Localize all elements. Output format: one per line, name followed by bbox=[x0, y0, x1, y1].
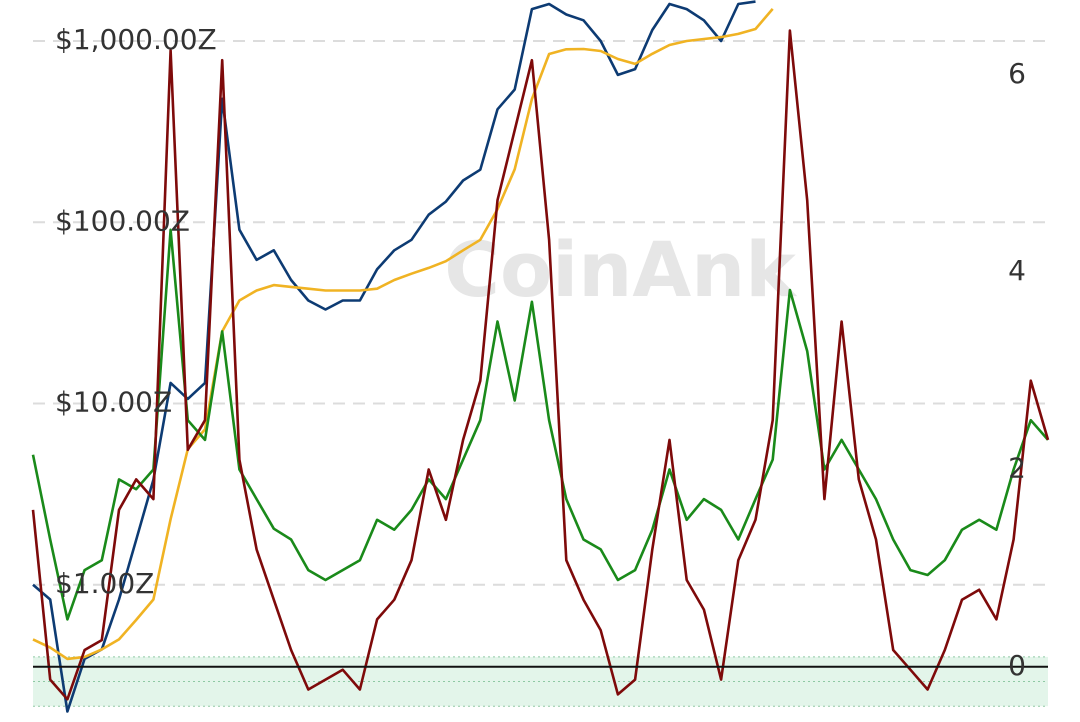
series-line bbox=[31, 29, 1050, 701]
series-line bbox=[32, 8, 774, 661]
y2-tick-label: 2 bbox=[1008, 451, 1026, 484]
y-tick-label: $1,000.00Z bbox=[55, 23, 217, 56]
y-tick-label: $100.00Z bbox=[55, 204, 190, 237]
series-group bbox=[31, 0, 1050, 713]
y2-tick-label: 4 bbox=[1008, 254, 1026, 287]
y2-tick-label: 0 bbox=[1008, 649, 1026, 682]
y2-tick-label: 6 bbox=[1008, 57, 1026, 90]
series-line bbox=[32, 0, 756, 713]
y-tick-label: $1.00Z bbox=[55, 567, 154, 600]
series-line bbox=[31, 228, 1049, 621]
y-tick-label: $10.00Z bbox=[55, 386, 172, 419]
watermark: CoinAnk bbox=[444, 225, 797, 314]
band bbox=[33, 656, 1048, 707]
